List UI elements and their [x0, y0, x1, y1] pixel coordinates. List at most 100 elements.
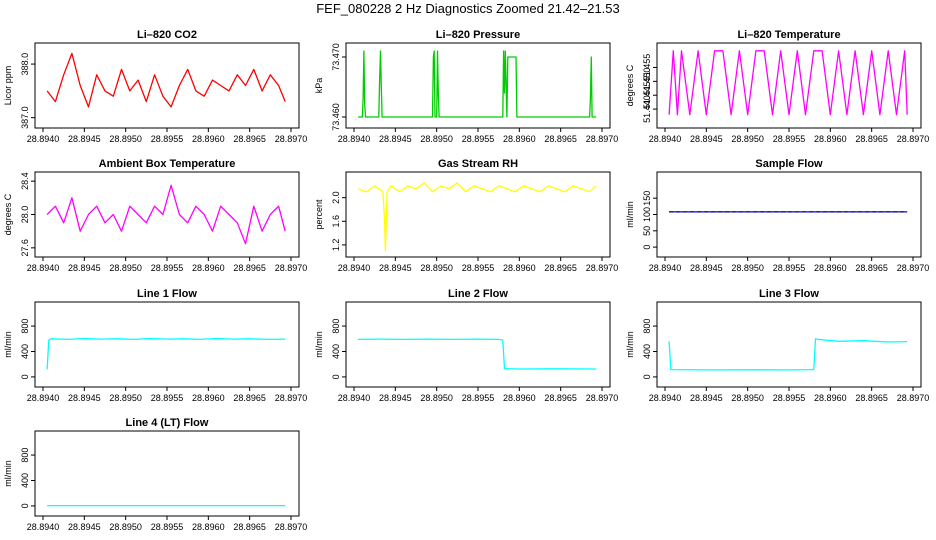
x-tick-label: 28.8940	[27, 134, 60, 144]
x-tick-label: 28.8940	[649, 263, 682, 273]
series-line-rh	[357, 182, 597, 252]
panel-line2: Line 2 Flow 28.8940 28.8945 28.8950 28.8955 2…	[314, 288, 618, 403]
series-line-line1	[46, 337, 286, 370]
x-tick-label: 28.8945	[379, 263, 412, 273]
x-tick-label: 28.8965	[855, 393, 888, 403]
x-tick-label: 28.8945	[68, 134, 101, 144]
y-tick-label: 73.470	[331, 43, 341, 71]
x-tick-label: 28.8960	[192, 134, 225, 144]
y-tick-label: 51.450	[642, 68, 652, 96]
y-tick-label: 400	[331, 344, 341, 359]
x-tick-label: 28.8960	[814, 263, 847, 273]
x-tick-label: 28.8970	[586, 134, 619, 144]
y-tick-label: 50	[642, 226, 652, 236]
y-tick-label: 400	[642, 344, 652, 359]
x-tick-label: 28.8965	[855, 263, 888, 273]
plot-frame	[656, 301, 922, 388]
x-tick-label: 28.8965	[544, 393, 577, 403]
plot-frame	[34, 171, 300, 258]
y-tick-label: 27.6	[20, 239, 30, 257]
x-tick-label: 28.8945	[379, 393, 412, 403]
x-tick-label: 28.8955	[151, 393, 184, 403]
panel-title: Li–820 CO2	[137, 29, 197, 41]
x-tick-label: 28.8955	[773, 134, 806, 144]
x-tick-label: 28.8960	[192, 263, 225, 273]
x-tick-label: 28.8955	[462, 263, 495, 273]
x-tick-label: 28.8940	[27, 263, 60, 273]
x-tick-label: 28.8960	[192, 393, 225, 403]
y-axis-label: degrees C	[3, 193, 13, 235]
x-tick-label: 28.8960	[503, 263, 536, 273]
x-tick-label: 28.8965	[855, 134, 888, 144]
plot-frame	[345, 301, 611, 388]
x-tick-label: 28.8970	[586, 393, 619, 403]
x-tick-label: 28.8940	[338, 134, 371, 144]
series-line-co2	[46, 52, 286, 108]
panel-temp: Li–820 Temperature 28.8940 28.8945 28.8950 2…	[625, 29, 929, 144]
x-tick-label: 28.8965	[233, 134, 266, 144]
y-tick-label: 28.0	[20, 206, 30, 224]
x-tick-label: 28.8955	[773, 263, 806, 273]
x-tick-label: 28.8940	[27, 522, 60, 532]
panel-sample: Sample Flow 28.8940 28.8945 28.8950 28.8955 2…	[625, 158, 929, 273]
panel-title: Sample Flow	[755, 158, 823, 170]
y-tick-label: 51.455	[642, 54, 652, 82]
x-tick-label: 28.8945	[68, 263, 101, 273]
series-line-ambient	[46, 184, 286, 245]
panel-line4: Line 4 (LT) Flow 28.8940 28.8945 28.8950 28.…	[3, 417, 307, 532]
y-tick-label: 1.2	[331, 239, 341, 252]
x-tick-label: 28.8970	[586, 263, 619, 273]
panel-title: Line 4 (LT) Flow	[126, 417, 209, 429]
panel-title: Line 3 Flow	[759, 288, 819, 300]
x-tick-label: 28.8970	[897, 263, 930, 273]
x-tick-label: 28.8950	[420, 263, 453, 273]
x-tick-label: 28.8950	[420, 134, 453, 144]
x-tick-label: 28.8965	[544, 263, 577, 273]
x-tick-label: 28.8960	[503, 393, 536, 403]
x-tick-label: 28.8960	[814, 393, 847, 403]
panel-line3: Line 3 Flow 28.8940 28.8945 28.8950 28.8955 2…	[625, 288, 929, 403]
plot-frame	[34, 301, 300, 388]
x-tick-label: 28.8950	[731, 134, 764, 144]
y-tick-label: 0	[331, 374, 341, 379]
x-tick-label: 28.8950	[731, 263, 764, 273]
x-tick-label: 28.8970	[275, 134, 308, 144]
y-axis-label: ml/min	[625, 331, 635, 358]
x-tick-label: 28.8940	[649, 393, 682, 403]
x-tick-label: 28.8950	[109, 393, 142, 403]
y-axis-label: percent	[314, 199, 324, 230]
x-tick-label: 28.8970	[897, 134, 930, 144]
x-tick-label: 28.8960	[192, 522, 225, 532]
x-tick-label: 28.8960	[814, 134, 847, 144]
x-tick-label: 28.8970	[897, 393, 930, 403]
x-tick-label: 28.8965	[233, 263, 266, 273]
panel-line1: Line 1 Flow 28.8940 28.8945 28.8950 28.8955 2…	[3, 288, 307, 403]
plot-frame	[656, 171, 922, 258]
y-tick-label: 400	[20, 344, 30, 359]
y-tick-label: 51.445	[642, 81, 652, 109]
x-tick-label: 28.8940	[338, 393, 371, 403]
panel-rh: Gas Stream RH 28.8940 28.8945 28.8950 28.895…	[314, 158, 618, 273]
x-tick-label: 28.8960	[503, 134, 536, 144]
x-tick-label: 28.8955	[151, 263, 184, 273]
panel-pressure: Li–820 Pressure 28.8940 28.8945 28.8950 28.8…	[314, 29, 618, 144]
x-tick-label: 28.8940	[27, 393, 60, 403]
panel-ambient: Ambient Box Temperature 28.8940 28.8945 28.…	[3, 158, 307, 273]
y-axis-label: ml/min	[314, 331, 324, 358]
y-axis-label: ml/min	[3, 460, 13, 487]
x-tick-label: 28.8950	[420, 393, 453, 403]
x-tick-label: 28.8945	[379, 134, 412, 144]
y-tick-label: 1.6	[331, 215, 341, 228]
series-line-temp	[668, 50, 908, 116]
x-tick-label: 28.8950	[109, 522, 142, 532]
y-tick-label: 150	[642, 191, 652, 206]
x-tick-label: 28.8955	[773, 393, 806, 403]
x-tick-label: 28.8965	[233, 393, 266, 403]
y-axis-label: Licor ppm	[3, 66, 13, 106]
y-tick-label: 0	[20, 374, 30, 379]
x-tick-label: 28.8945	[68, 393, 101, 403]
plot-frame	[345, 42, 611, 129]
panel-title: Gas Stream RH	[438, 158, 518, 170]
x-tick-label: 28.8940	[338, 263, 371, 273]
